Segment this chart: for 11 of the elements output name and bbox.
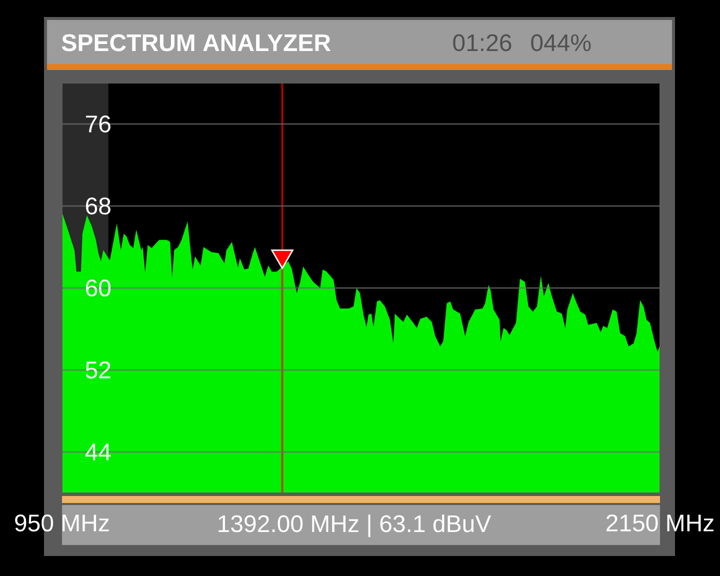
y-tick-label: 44	[85, 444, 111, 460]
y-tick-label: 76	[86, 115, 110, 132]
y-tick-label: 60	[86, 279, 111, 296]
text: 1392.00 MHz | 63.1 dBuV	[218, 514, 492, 538]
text: 044%	[531, 34, 591, 52]
text: 01:26	[453, 34, 512, 52]
x-tick-label: 950 MHz	[15, 514, 109, 532]
chart-title: SPECTRUM ANALYZER	[62, 34, 331, 52]
x-tick-label: 2150 MHz	[606, 514, 714, 532]
y-tick-label: 68	[86, 197, 110, 214]
y-tick-label: 52	[86, 361, 110, 378]
